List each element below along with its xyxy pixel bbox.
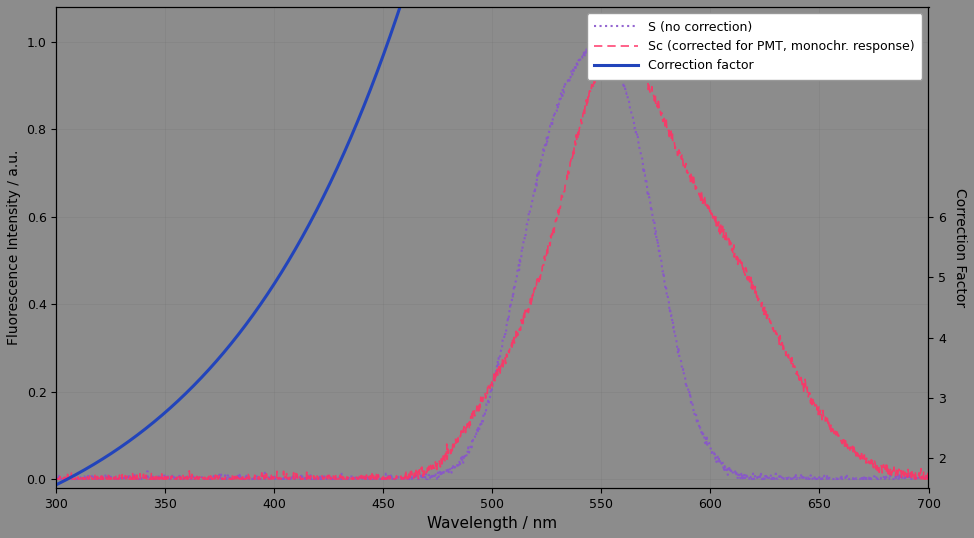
X-axis label: Wavelength / nm: Wavelength / nm <box>428 516 557 531</box>
Legend: S (no correction), Sc (corrected for PMT, monochr. response), Correction factor: S (no correction), Sc (corrected for PMT… <box>587 13 922 80</box>
Y-axis label: Fluorescence Intensity / a.u.: Fluorescence Intensity / a.u. <box>7 150 21 345</box>
Y-axis label: Correction Factor: Correction Factor <box>953 188 967 307</box>
